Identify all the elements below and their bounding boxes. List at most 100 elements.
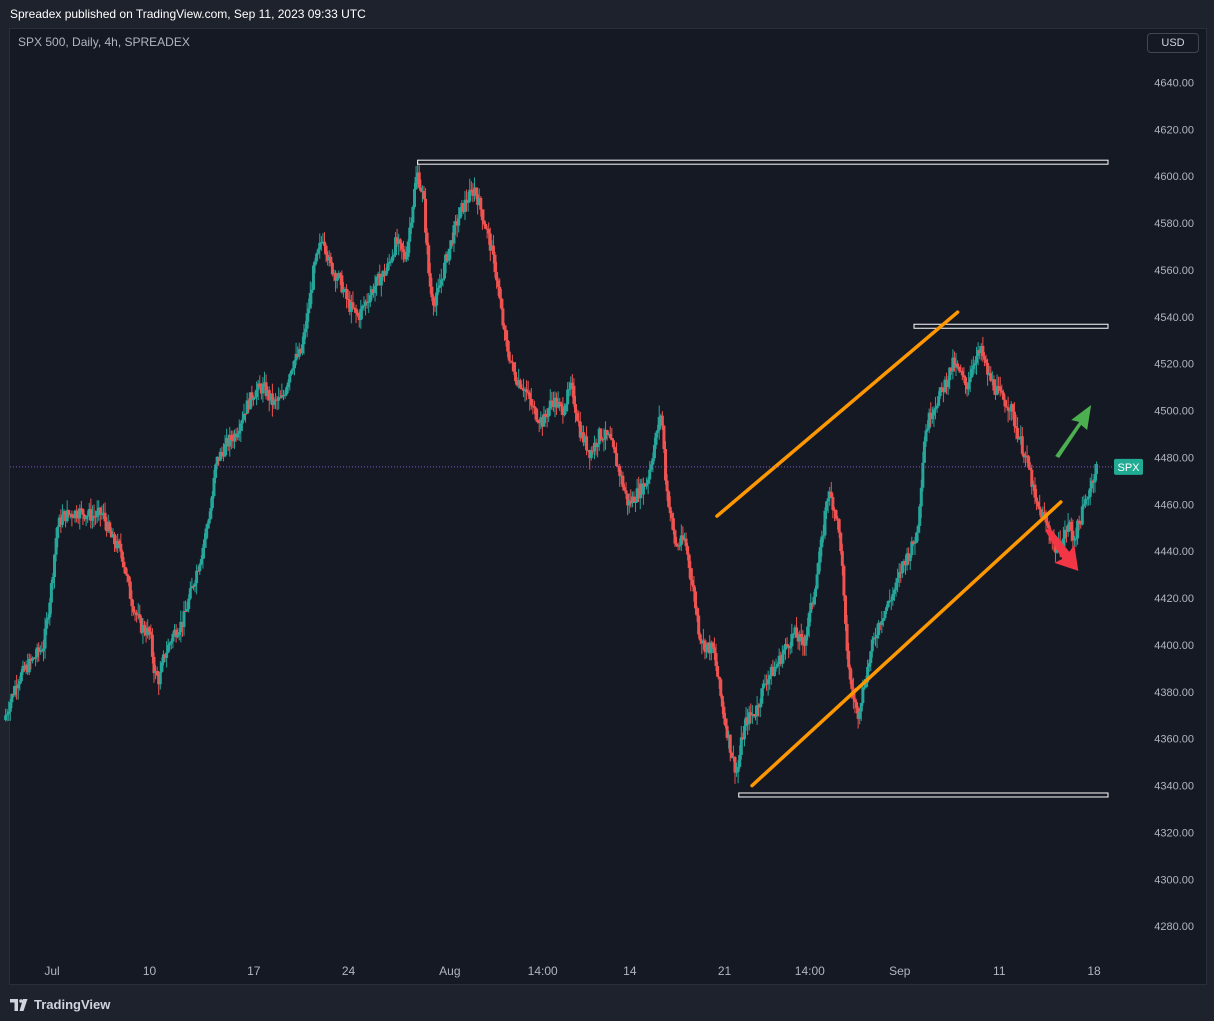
candle-body xyxy=(120,551,124,562)
candle-body xyxy=(438,285,442,288)
candle-body xyxy=(215,456,219,465)
candle-body xyxy=(223,444,227,457)
candle-body xyxy=(952,357,956,368)
candle-body xyxy=(316,249,320,254)
x-tick-label: 18 xyxy=(1087,964,1101,978)
candle-body xyxy=(54,538,58,555)
candle-body xyxy=(141,624,145,633)
candle-body xyxy=(583,436,587,443)
candle-body xyxy=(430,286,434,298)
candle-body xyxy=(180,621,184,628)
candle-body xyxy=(169,641,173,644)
candle-body xyxy=(697,615,701,635)
candle-body xyxy=(821,535,825,537)
candle-body xyxy=(210,495,214,509)
candle-body xyxy=(460,203,464,208)
candle-body xyxy=(403,251,407,260)
candle-body xyxy=(567,389,571,391)
candle-body xyxy=(665,480,669,492)
candle-body xyxy=(345,288,349,299)
candle-body xyxy=(1039,509,1043,518)
candle-body xyxy=(592,442,596,452)
candle-body xyxy=(687,554,691,568)
candle-body xyxy=(263,382,267,384)
candle-body xyxy=(1001,392,1005,400)
candle-body xyxy=(946,380,950,388)
candle-body xyxy=(322,241,326,246)
candle-body xyxy=(899,572,903,574)
candle-body xyxy=(735,771,739,773)
candle-body xyxy=(1038,506,1042,510)
candle-body xyxy=(300,344,304,354)
currency-button[interactable]: USD xyxy=(1147,33,1199,53)
candle-body xyxy=(13,685,17,696)
candle-body xyxy=(1019,436,1023,439)
candle-body xyxy=(341,289,345,293)
candle-body xyxy=(807,612,811,627)
candle-body xyxy=(725,725,729,738)
candle-body xyxy=(945,379,949,388)
candle-body xyxy=(731,756,735,758)
candle-body xyxy=(940,387,944,389)
footer-branding[interactable]: TradingView xyxy=(10,995,110,1013)
candle-body xyxy=(1000,390,1004,393)
y-tick-label: 4460.00 xyxy=(1154,499,1194,511)
candle-body xyxy=(400,243,404,250)
candle-body xyxy=(515,381,519,386)
candle-body xyxy=(975,356,979,364)
candle-body xyxy=(371,289,375,293)
candle-body xyxy=(217,456,221,461)
x-tick-label: 11 xyxy=(993,964,1006,978)
candle-body xyxy=(51,577,55,584)
candle-body xyxy=(23,665,27,670)
candle-body xyxy=(692,585,696,592)
candle-body xyxy=(793,627,797,634)
candle-body xyxy=(209,508,213,519)
candle-body xyxy=(1095,464,1099,475)
candle-body xyxy=(454,221,458,226)
y-tick-label: 4440.00 xyxy=(1154,546,1194,558)
last-price-symbol: SPX xyxy=(1117,462,1140,474)
candle-body xyxy=(337,273,341,279)
candle-body xyxy=(27,658,31,673)
candle-body xyxy=(247,400,251,410)
candle-body xyxy=(261,383,265,394)
candle-body xyxy=(967,382,971,390)
candle-body xyxy=(809,602,813,613)
candle-body xyxy=(431,297,435,306)
candle-body xyxy=(529,399,533,406)
candle-body xyxy=(479,197,483,210)
candle-body xyxy=(935,405,939,409)
candle-body xyxy=(376,273,380,277)
candle-body xyxy=(772,668,776,676)
price-level-line[interactable] xyxy=(913,323,1109,329)
candle-body xyxy=(905,553,909,566)
candle-body xyxy=(370,289,374,296)
candle-body xyxy=(551,400,555,407)
candle-body xyxy=(1065,529,1069,532)
candle-body xyxy=(651,458,655,465)
chart-panel[interactable] xyxy=(9,28,1207,985)
candle-body xyxy=(378,273,382,286)
candle-body xyxy=(45,619,49,629)
channel-trendline[interactable] xyxy=(750,500,1063,788)
candle-body xyxy=(499,298,503,309)
price-level-line[interactable] xyxy=(417,159,1109,165)
candle-body xyxy=(285,387,289,395)
candle-body xyxy=(253,397,257,399)
symbol-legend[interactable]: SPX 500, Daily, 4h, SPREADEX xyxy=(18,35,190,49)
candle-body xyxy=(873,637,877,639)
candle-body xyxy=(667,491,671,507)
candle-body xyxy=(534,408,538,420)
candle-body xyxy=(1042,512,1046,516)
price-level-line[interactable] xyxy=(738,792,1109,798)
candle-body xyxy=(136,614,140,616)
candle-body xyxy=(422,191,426,199)
candle-body xyxy=(125,573,129,576)
candle-body xyxy=(1005,406,1009,408)
candle-body xyxy=(504,329,508,341)
channel-trendline[interactable] xyxy=(715,310,960,518)
candle-body xyxy=(419,187,423,192)
candle-body xyxy=(701,640,705,644)
